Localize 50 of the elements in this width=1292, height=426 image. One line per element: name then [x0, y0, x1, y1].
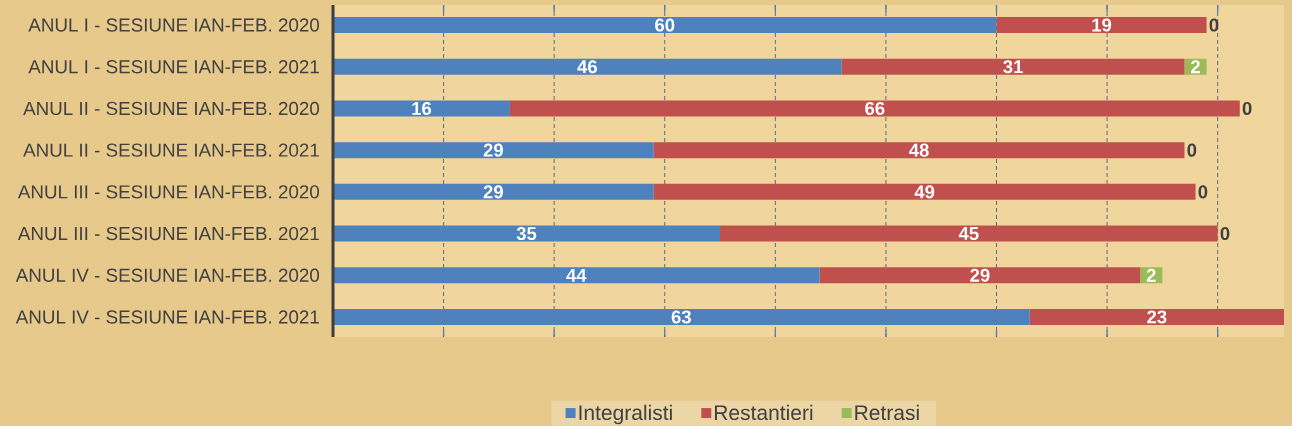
legend-label: Restantieri [714, 404, 813, 421]
y-tick-label: ANUL IV - SESIUNE IAN-FEB. 2020 [15, 268, 320, 282]
y-tick-label: ANUL IV - SESIUNE IAN-FEB. 2021 [15, 310, 319, 324]
bar [333, 183, 654, 200]
bar [653, 183, 1196, 200]
data-label: 19 [1092, 18, 1112, 32]
data-label: 2 [1146, 268, 1156, 282]
y-tick-label: ANUL I - SESIUNE IAN-FEB. 2020 [28, 18, 320, 32]
y-tick-label: ANUL II - SESIUNE IAN-FEB. 2020 [23, 101, 320, 116]
y-tick-label: ANUL II - SESIUNE IAN-FEB. 2021 [23, 143, 319, 157]
data-label: 16 [412, 101, 432, 115]
data-label: 29 [483, 143, 503, 157]
bar [653, 142, 1185, 159]
bar [333, 100, 510, 117]
bar [333, 225, 721, 242]
data-label: 63 [671, 310, 691, 324]
bar [1029, 308, 1285, 325]
bar [819, 267, 1141, 284]
bar [333, 308, 1030, 325]
data-label: 0 [1220, 227, 1230, 241]
bar [333, 267, 820, 284]
data-label: 49 [914, 185, 935, 199]
legend-label: Retrasi [855, 404, 919, 421]
bar [720, 225, 1218, 242]
data-label: 0 [1187, 143, 1197, 157]
data-label: 44 [566, 268, 587, 282]
bar [333, 58, 842, 75]
data-label: 31 [1003, 60, 1023, 74]
bar [509, 100, 1240, 117]
bar [996, 17, 1207, 34]
data-label: 66 [865, 101, 885, 115]
legend-label: Integralisti [579, 404, 672, 425]
data-label: 46 [577, 60, 597, 74]
data-label: 0 [1242, 101, 1252, 115]
y-tick-label: ANUL I - SESIUNE IAN-FEB. 2021 [28, 60, 319, 74]
bar [333, 142, 654, 159]
data-label: 48 [909, 143, 929, 157]
data-label: 45 [958, 227, 979, 241]
data-label: 2 [1191, 60, 1200, 74]
bar [841, 58, 1185, 75]
data-label: 0 [1209, 18, 1219, 32]
data-label: 0 [1198, 185, 1208, 199]
data-label: 23 [1147, 310, 1167, 324]
data-label: 29 [483, 185, 503, 199]
data-label: 60 [655, 18, 675, 32]
y-tick-label: ANUL III - SESIUNE IAN-FEB. 2020 [17, 185, 320, 199]
bar [333, 17, 997, 34]
y-tick-label: ANUL III - SESIUNE IAN-FEB. 2021 [17, 226, 319, 241]
data-label: 29 [970, 268, 990, 282]
data-label: 35 [516, 227, 537, 241]
